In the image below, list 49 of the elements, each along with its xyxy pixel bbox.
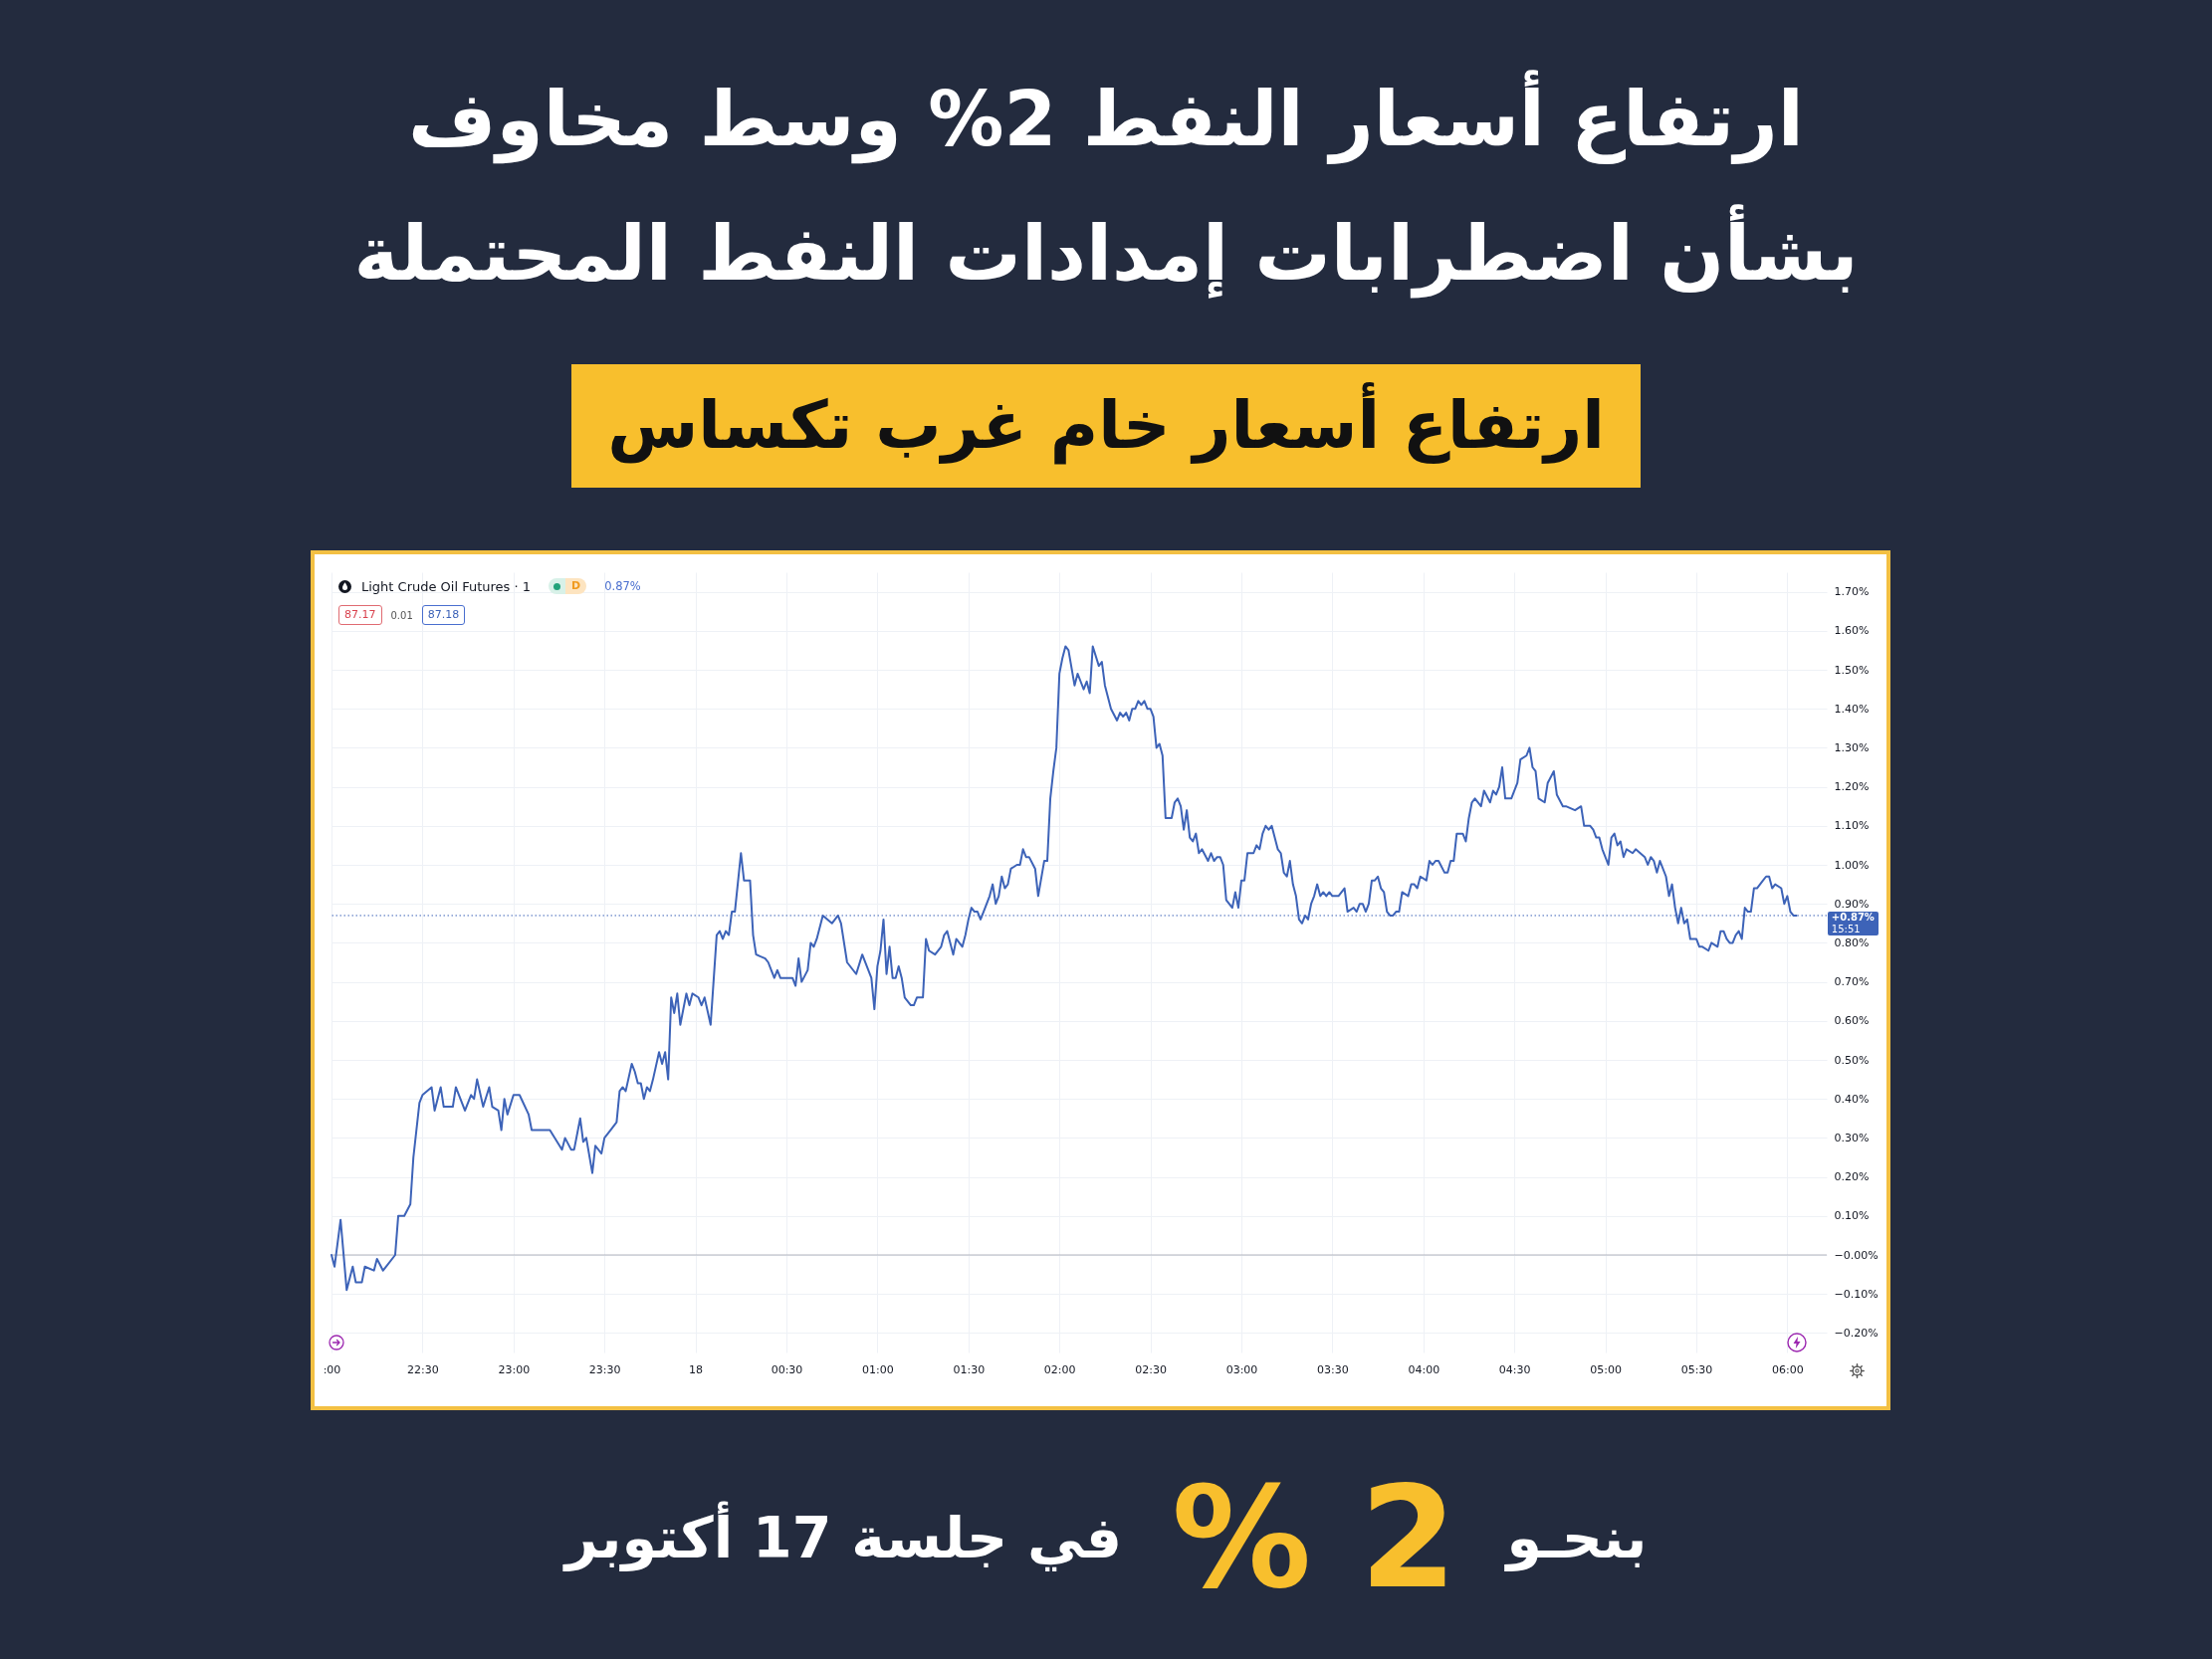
y-tick-label: 0.40% <box>1834 1092 1870 1106</box>
x-tick-label: :00 <box>323 1362 341 1376</box>
x-tick-label: 02:00 <box>1043 1362 1076 1376</box>
text: 2 % <box>1171 1456 1457 1619</box>
y-tick-label: 1.00% <box>1834 858 1870 872</box>
text: 15:51 <box>1831 923 1861 935</box>
x-tick-label: 04:00 <box>1408 1362 1439 1376</box>
y-tick-label: 0.80% <box>1834 935 1870 949</box>
y-tick-label: 1.40% <box>1834 702 1870 716</box>
x-tick-label: 04:30 <box>1498 1362 1531 1376</box>
y-tick-label: 1.70% <box>1834 585 1870 599</box>
annotation: D <box>565 578 587 594</box>
y-tick-label: 0.50% <box>1834 1053 1870 1067</box>
y-tick-label: 1.30% <box>1834 740 1870 754</box>
y-tick-label: 1.60% <box>1834 624 1870 638</box>
y-tick-label: 1.10% <box>1834 819 1870 833</box>
chart-subtitle: ارتفاع أسعار خام غرب تكساس <box>571 364 1641 488</box>
x-tick-label: 03:00 <box>1225 1362 1258 1376</box>
x-tick-label: 18 <box>688 1362 703 1376</box>
y-tick-label: 0.20% <box>1834 1170 1870 1184</box>
y-tick-label: 0.10% <box>1834 1209 1870 1223</box>
y-tick-label: 1.50% <box>1834 663 1870 677</box>
annotation: Light Crude Oil Futures · 1 <box>361 578 532 594</box>
x-tick-label: 22:30 <box>406 1362 439 1376</box>
y-tick-label: −0.10% <box>1834 1287 1879 1301</box>
y-tick-label: 0.70% <box>1834 975 1870 989</box>
y-tick-label: 0.90% <box>1834 897 1870 911</box>
x-tick-label: 01:30 <box>953 1362 985 1376</box>
x-tick-label: 06:00 <box>1771 1362 1804 1376</box>
x-tick-label: 02:30 <box>1135 1362 1167 1376</box>
annotation: 0.01 <box>390 609 413 621</box>
text: بنحـو <box>1506 1505 1648 1570</box>
annotation: 87.17 <box>338 605 382 625</box>
x-tick-label: 05:00 <box>1590 1362 1622 1376</box>
y-tick-label: −0.00% <box>1834 1248 1879 1262</box>
x-tick-label: 05:30 <box>1680 1362 1713 1376</box>
chart-title: ارتفاع أسعار النفط 2% وسط مخاوف بشأن اضطرابات إمدادات النفط المحتملة <box>352 69 1860 301</box>
x-tick-label: 01:00 <box>861 1362 894 1376</box>
y-tick-label: 1.20% <box>1834 780 1870 794</box>
x-tick-label: 03:30 <box>1316 1362 1349 1376</box>
y-tick-label: 0.60% <box>1834 1014 1870 1028</box>
x-tick-label: 23:00 <box>498 1362 530 1376</box>
y-tick-label: 0.30% <box>1834 1131 1870 1144</box>
x-tick-label: 23:30 <box>588 1362 621 1376</box>
ref-line-label: +0.87% <box>1831 911 1875 924</box>
annotation: 0.87% <box>604 579 641 593</box>
x-tick-label: 00:30 <box>771 1362 803 1376</box>
y-tick-label: −0.20% <box>1834 1326 1879 1340</box>
annotation: 87.18 <box>421 605 466 625</box>
